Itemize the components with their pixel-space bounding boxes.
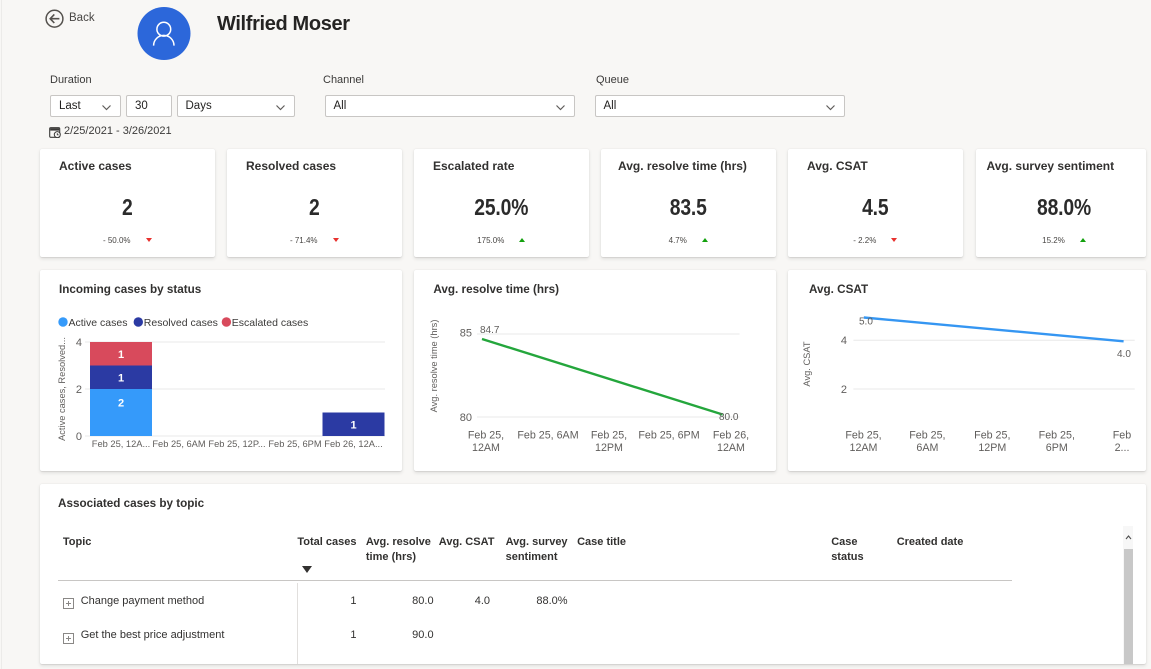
- svg-text:Feb 25, 6PM: Feb 25, 6PM: [638, 430, 699, 442]
- svg-text:12AM: 12AM: [850, 442, 878, 454]
- svg-text:4: 4: [76, 337, 82, 349]
- svg-text:Escalated cases: Escalated cases: [232, 317, 308, 329]
- svg-text:12AM: 12AM: [472, 442, 500, 454]
- svg-text:1: 1: [350, 420, 356, 432]
- svg-text:2: 2: [76, 384, 82, 396]
- svg-text:6AM: 6AM: [916, 442, 938, 454]
- svg-text:Feb 25,: Feb 25,: [909, 430, 945, 442]
- svg-text:Feb 26, 12A...: Feb 26, 12A...: [324, 439, 382, 449]
- svg-text:2: 2: [118, 398, 124, 410]
- svg-text:Feb 25, 6AM: Feb 25, 6AM: [152, 439, 205, 449]
- svg-text:12PM: 12PM: [595, 442, 623, 454]
- svg-text:1: 1: [118, 373, 124, 385]
- svg-text:12AM: 12AM: [717, 442, 745, 454]
- svg-text:2...: 2...: [1115, 442, 1130, 454]
- svg-text:Avg. CSAT: Avg. CSAT: [802, 341, 812, 386]
- svg-text:Feb 26,: Feb 26,: [713, 430, 749, 442]
- svg-text:80.0: 80.0: [719, 412, 739, 423]
- svg-text:2: 2: [841, 384, 847, 396]
- svg-text:Feb: Feb: [1113, 430, 1131, 442]
- svg-text:80: 80: [460, 412, 472, 424]
- svg-text:Feb 25,: Feb 25,: [845, 430, 881, 442]
- svg-text:84.7: 84.7: [480, 325, 500, 336]
- svg-text:Feb 25,: Feb 25,: [591, 430, 627, 442]
- svg-text:Feb 25, 12A...: Feb 25, 12A...: [92, 439, 150, 449]
- svg-text:Active cases: Active cases: [69, 317, 128, 329]
- svg-text:0: 0: [76, 431, 82, 443]
- svg-text:Feb 25, 6PM: Feb 25, 6PM: [268, 439, 321, 449]
- svg-text:Active cases, Resolved...: Active cases, Resolved...: [57, 337, 67, 441]
- svg-text:Feb 25,: Feb 25,: [468, 430, 504, 442]
- svg-text:1: 1: [118, 349, 124, 361]
- svg-text:5.0: 5.0: [859, 317, 873, 328]
- svg-text:Feb 25,: Feb 25,: [974, 430, 1010, 442]
- svg-text:4: 4: [841, 335, 847, 347]
- svg-text:Feb 25,: Feb 25,: [1039, 430, 1075, 442]
- svg-text:Resolved cases: Resolved cases: [144, 317, 218, 329]
- svg-text:4.0: 4.0: [1117, 349, 1131, 360]
- svg-text:Feb 25, 12P...: Feb 25, 12P...: [208, 439, 265, 449]
- svg-text:85: 85: [460, 328, 472, 340]
- svg-text:6PM: 6PM: [1046, 442, 1068, 454]
- svg-text:12PM: 12PM: [978, 442, 1006, 454]
- svg-text:Feb 25, 6AM: Feb 25, 6AM: [517, 430, 578, 442]
- svg-text:Avg. resolve time (hrs): Avg. resolve time (hrs): [429, 320, 439, 413]
